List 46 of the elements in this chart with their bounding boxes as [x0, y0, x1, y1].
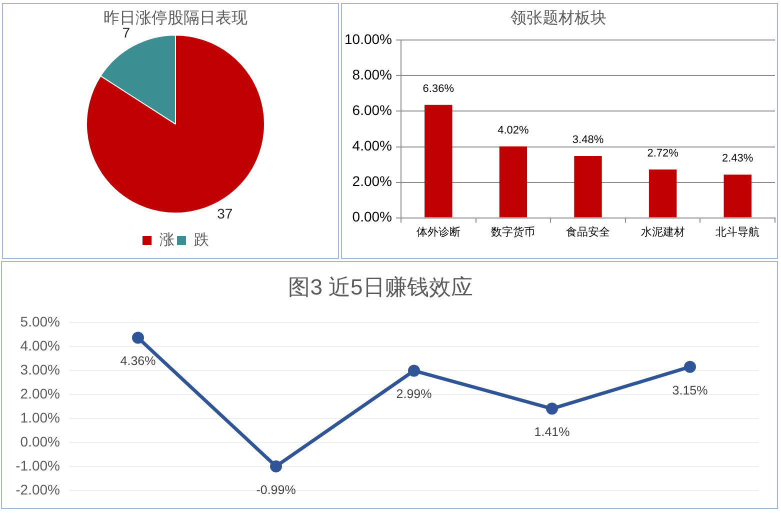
point: [132, 332, 144, 344]
bar: [574, 156, 602, 218]
bar: [499, 146, 528, 218]
data-label: -0.99%: [256, 482, 296, 497]
data-label: 4.02%: [498, 124, 530, 136]
y-tick-label: -1.00%: [16, 457, 60, 474]
chart-title: 图3 近5日赚钱效应: [288, 274, 473, 300]
y-tick-label: 0.00%: [20, 433, 60, 450]
y-tick-label: 2.00%: [352, 173, 392, 190]
point: [684, 360, 696, 373]
x-tick-label: 北斗导航: [716, 225, 760, 238]
y-tick-label: 4.00%: [352, 138, 392, 154]
y-tick-label: 6.00%: [352, 102, 392, 118]
x-tick-label: 水泥建材: [640, 225, 685, 238]
data-label: 3.48%: [572, 134, 604, 146]
y-tick-label: 1.00%: [20, 409, 60, 426]
data-label: 2.99%: [396, 387, 432, 402]
bar: [424, 104, 452, 218]
y-tick-label: 5.00%: [20, 313, 60, 330]
data-label: 3.15%: [672, 383, 708, 398]
data-label: 4.36%: [120, 354, 156, 368]
data-label: 2.72%: [647, 148, 679, 160]
data-label: 7: [122, 24, 130, 41]
legend-label: 涨: [160, 232, 174, 249]
bar: [724, 174, 752, 218]
y-tick-label: 0.00%: [352, 208, 392, 225]
data-label: 6.36%: [422, 82, 454, 95]
x-tick-label: 体外诊断: [416, 225, 460, 238]
data-label: 37: [217, 205, 233, 222]
point: [270, 460, 282, 472]
chart-title: 昨日涨停股隔日表现: [104, 9, 248, 28]
y-tick-label: 4.00%: [20, 337, 60, 354]
bar: [648, 169, 677, 218]
x-tick-label: 食品安全: [566, 225, 610, 238]
legend-label: 跌: [194, 232, 209, 249]
point: [408, 364, 420, 377]
y-tick-label: 3.00%: [20, 361, 60, 378]
chart-title: 领张题材板块: [510, 9, 606, 28]
y-tick-label: -2.00%: [16, 481, 60, 498]
point: [546, 402, 558, 415]
x-tick-label: 数字货币: [491, 225, 536, 238]
y-tick-label: 10.00%: [344, 31, 392, 48]
data-label: 2.43%: [722, 152, 754, 165]
y-tick-label: 8.00%: [352, 66, 392, 83]
data-label: 1.41%: [534, 425, 570, 440]
y-tick-label: 2.00%: [20, 385, 60, 402]
